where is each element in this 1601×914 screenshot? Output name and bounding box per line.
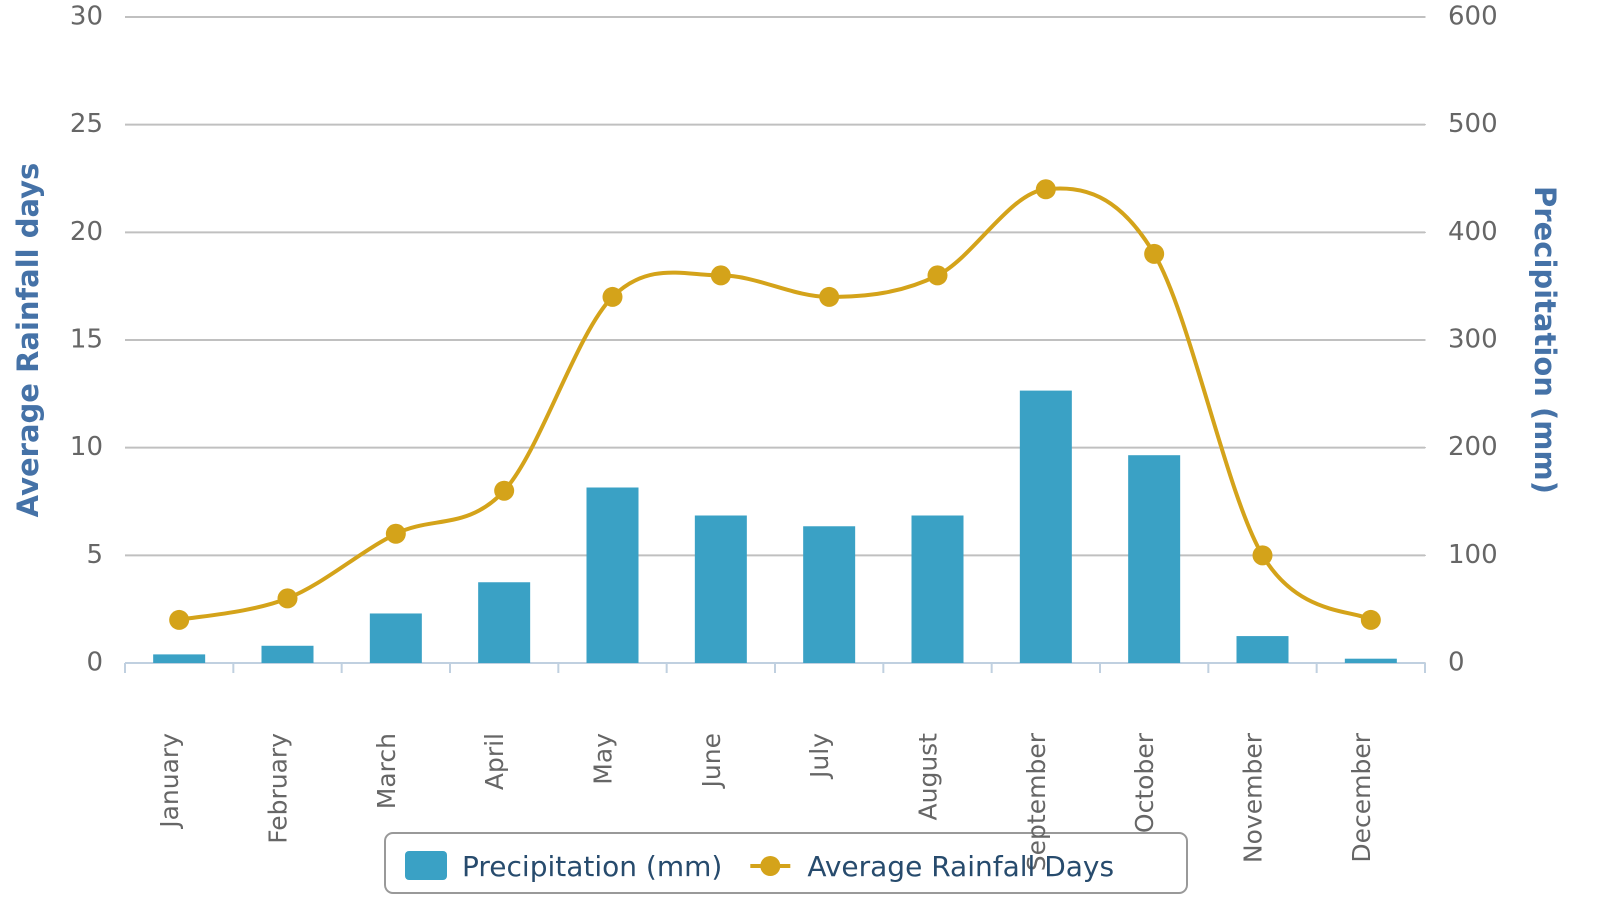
y-tick-label: 30 — [70, 2, 103, 32]
x-tick-label: October — [1130, 732, 1159, 833]
bar — [803, 526, 856, 663]
legend-box — [384, 832, 1188, 894]
bar — [261, 645, 314, 663]
line-marker — [602, 286, 623, 307]
line-marker — [169, 609, 190, 630]
y2-tick-label: 100 — [1448, 540, 1498, 570]
legend-label: Precipitation (mm) — [462, 850, 722, 883]
line-marker — [927, 265, 948, 286]
y2-tick-label: 300 — [1448, 325, 1498, 355]
y2-tick-label: 400 — [1448, 217, 1498, 247]
bar — [369, 613, 422, 663]
x-tick-label: February — [264, 733, 293, 844]
line-marker — [385, 523, 406, 544]
x-tick-label: March — [372, 733, 401, 809]
x-tick-label: June — [697, 733, 726, 789]
y-tick-label: 15 — [70, 325, 103, 355]
y-tick-label: 20 — [70, 217, 103, 247]
legend-label: Average Rainfall Days — [807, 850, 1114, 883]
y2-tick-label: 600 — [1448, 2, 1498, 32]
line-marker — [1360, 609, 1381, 630]
x-tick-label: April — [480, 733, 509, 790]
y-tick-label: 25 — [70, 109, 103, 139]
y-tick-label: 5 — [86, 540, 103, 570]
line-marker — [277, 588, 298, 609]
y2-tick-label: 200 — [1448, 432, 1498, 462]
line-marker — [1144, 243, 1165, 264]
bar — [911, 515, 964, 663]
line-marker — [819, 286, 840, 307]
bar — [153, 654, 206, 663]
bar — [1128, 455, 1181, 663]
y2-tick-label: 0 — [1448, 648, 1465, 678]
bar — [1344, 658, 1397, 663]
legend-swatch — [405, 851, 447, 880]
y2-tick-label: 500 — [1448, 109, 1498, 139]
y2-axis-title: Precipitation (mm) — [1528, 186, 1562, 494]
x-tick-label: August — [914, 733, 943, 821]
x-tick-label: July — [805, 733, 834, 780]
bar — [478, 582, 531, 663]
legend-swatch — [760, 856, 781, 876]
x-tick-label: September — [1022, 732, 1051, 871]
line-marker — [1035, 179, 1056, 200]
bar — [586, 487, 639, 663]
bar — [1236, 636, 1289, 663]
line-marker — [1252, 545, 1273, 566]
x-tick-label: December — [1347, 732, 1376, 862]
x-tick-label: January — [155, 733, 184, 830]
line-marker — [710, 265, 731, 286]
bar — [694, 515, 747, 663]
bar — [1019, 390, 1072, 663]
line-marker — [494, 480, 515, 501]
x-tick-label: May — [589, 733, 618, 785]
y-tick-label: 10 — [70, 432, 103, 462]
x-tick-label: November — [1239, 732, 1268, 863]
y-tick-label: 0 — [86, 648, 103, 678]
y-axis-title: Average Rainfall days — [11, 163, 45, 518]
